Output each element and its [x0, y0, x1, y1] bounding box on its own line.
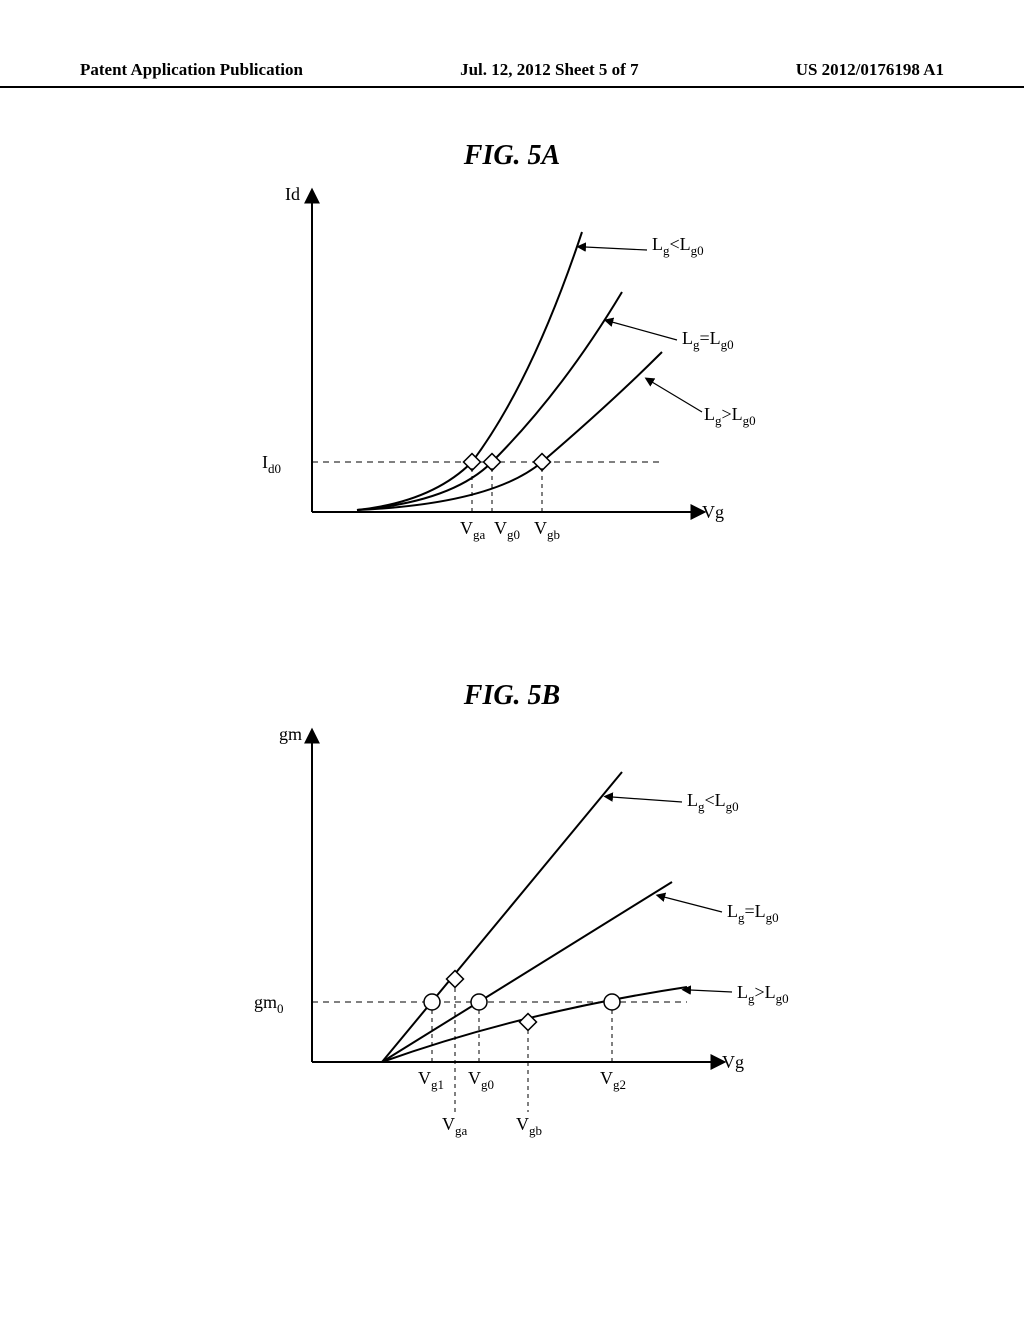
fig5a-curve2-label: Lg=Lg0 — [682, 328, 734, 352]
fig5b-curve1-label: Lg<Lg0 — [687, 790, 739, 814]
fig5a-curve3-label: Lg>Lg0 — [704, 404, 756, 428]
fig5a-vga: Vga — [460, 518, 486, 542]
header-left: Patent Application Publication — [80, 60, 303, 80]
fig5b-x-label: Vg — [722, 1052, 744, 1072]
figure-5a: FIG. 5A Id Vg Id0 Lg<Lg0 Lg=Lg0 Lg — [0, 140, 1024, 592]
fig-5a-chart: Id Vg Id0 Lg<Lg0 Lg=Lg0 Lg>Lg0 Vga V — [192, 172, 832, 592]
header-center: Jul. 12, 2012 Sheet 5 of 7 — [460, 60, 639, 80]
fig5b-curve2-label: Lg=Lg0 — [727, 901, 779, 925]
fig5a-vgb: Vgb — [534, 518, 560, 542]
fig5b-y-label: gm — [279, 724, 302, 744]
header-right: US 2012/0176198 A1 — [796, 60, 944, 80]
fig5b-curve3-label: Lg>Lg0 — [737, 982, 789, 1006]
fig5a-id0: Id0 — [262, 452, 281, 476]
fig5a-x-label: Vg — [702, 502, 724, 522]
fig5b-vgb: Vgb — [516, 1114, 542, 1138]
fig-5a-title: FIG. 5A — [0, 140, 1024, 172]
fig5b-vg2: Vg2 — [600, 1068, 626, 1092]
fig5a-y-label: Id — [285, 184, 300, 204]
fig5b-gm0: gm0 — [254, 992, 284, 1016]
fig5b-vga: Vga — [442, 1114, 468, 1138]
fig5a-curve1-label: Lg<Lg0 — [652, 234, 704, 258]
fig-5b-title: FIG. 5B — [0, 680, 1024, 712]
fig5b-vg0: Vg0 — [468, 1068, 494, 1092]
page-header: Patent Application Publication Jul. 12, … — [0, 60, 1024, 88]
fig-5b-chart: gm Vg gm0 Lg<Lg0 Lg=Lg0 Lg>Lg0 — [192, 712, 832, 1192]
figure-5b: FIG. 5B gm Vg gm0 Lg<Lg0 Lg=Lg0 Lg>Lg0 — [0, 680, 1024, 1192]
fig5b-vg1: Vg1 — [418, 1068, 444, 1092]
fig5a-vg0: Vg0 — [494, 518, 520, 542]
